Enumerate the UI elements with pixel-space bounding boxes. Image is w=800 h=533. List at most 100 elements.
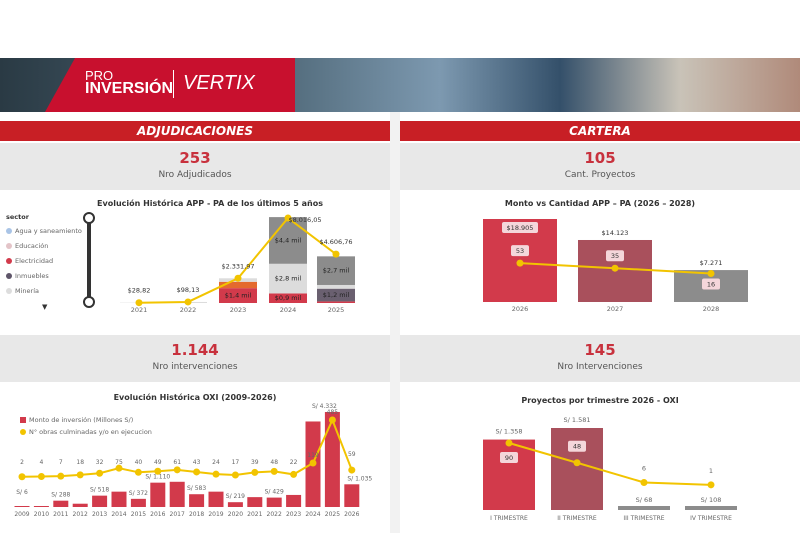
stacked-bar-segment (317, 288, 355, 302)
line-point (328, 416, 336, 424)
stacked-bar-segment (317, 284, 355, 289)
legend-line-icon (20, 429, 26, 435)
x-tick-label: 2025 (328, 306, 345, 314)
bar-label: S/ 1.581 (564, 416, 591, 424)
x-tick-label: 2016 (150, 511, 165, 518)
header-banner: PRO INVERSIÓN VERTIX (0, 58, 800, 112)
line-label: 39 (251, 459, 259, 466)
line-label: 2 (20, 459, 24, 466)
obras-line (21, 417, 353, 478)
line-point (134, 468, 142, 476)
label-bg (500, 452, 518, 463)
total-label: $8.016,05 (288, 216, 321, 224)
legend-label: Electricidad (15, 257, 54, 265)
sector-legend: sector Agua y saneamiento Educación Electr… (6, 213, 82, 311)
year-slider[interactable] (83, 212, 95, 308)
slider-handle-top[interactable] (83, 212, 95, 224)
chart-title: Proyectos por trimestre 2026 - OXI (521, 396, 679, 405)
legend-color-icon (6, 288, 12, 294)
bar (150, 482, 166, 507)
legend-label: Agua y saneamiento (15, 227, 82, 235)
scroll-down-icon[interactable]: ▼ (42, 303, 48, 311)
chart-title: Monto vs Cantidad APP – PA (2026 – 2028) (504, 199, 696, 208)
line-label: 75 (115, 459, 123, 466)
legend-item[interactable]: Inmuebles (6, 272, 82, 280)
label-bg (568, 440, 586, 452)
logo-text-top: PRO (85, 68, 114, 83)
x-tick-label: 2021 (247, 511, 262, 518)
label-bg (702, 278, 720, 290)
line-label: 16 (707, 281, 715, 289)
oxi-legend: Monto de inversión (Millones S/) N° obra… (20, 416, 152, 436)
segment-label: $2,8 mil (275, 275, 302, 283)
x-tick-label: 2023 (286, 511, 301, 518)
label-bg (502, 222, 538, 233)
kpi-label: Nro intervenciones (152, 362, 238, 372)
segment-label: $1,4 mil (225, 292, 252, 300)
line-point (251, 468, 259, 476)
kpi-value: 253 (179, 149, 211, 167)
bar (189, 494, 205, 507)
line-point (96, 469, 104, 477)
line-label: 119 (307, 452, 319, 459)
line-label: 90 (505, 454, 513, 462)
line-label: 22 (290, 459, 298, 466)
line-point (173, 466, 181, 474)
kpi-value: 1.144 (171, 341, 219, 359)
stacked-bar-segment (219, 281, 257, 289)
legend-bar-icon (20, 417, 26, 423)
line-point (332, 250, 340, 258)
line-label: 485 (327, 409, 339, 416)
chart-title: Evolución Histórica OXI (2009-2026) (113, 393, 277, 402)
bar (685, 506, 737, 510)
legend-item[interactable]: Electricidad (6, 257, 82, 265)
line-label: 49 (154, 459, 162, 466)
bar-label: S/ 4.332 (312, 403, 337, 410)
bar-label: $14.123 (602, 229, 629, 237)
stacked-bar-segment (269, 293, 307, 303)
line-point (193, 468, 201, 476)
line-point (231, 471, 239, 479)
legend-label: Inmuebles (15, 272, 49, 280)
line-point (707, 481, 715, 489)
kpi-label: Nro Adjudicados (158, 170, 232, 180)
line-point (348, 466, 356, 474)
legend-item[interactable]: Educación (6, 242, 82, 250)
line-label: 17 (232, 459, 240, 466)
line-label: 32 (96, 459, 104, 466)
x-tick-label: 2014 (111, 511, 126, 518)
bar (483, 439, 535, 510)
line-label: 59 (348, 451, 356, 458)
line-point (284, 214, 292, 222)
bar (14, 506, 30, 507)
section-header-adjudicaciones: ADJUDICACIONES (0, 121, 390, 141)
legend-item[interactable]: Minería (6, 287, 82, 295)
bar-label: S/ 429 (265, 489, 284, 496)
line-point (37, 473, 45, 481)
logo: PRO INVERSIÓN VERTIX (45, 58, 295, 112)
x-tick-label: I TRIMESTRE (490, 515, 528, 522)
bar (618, 506, 670, 510)
slider-handle-bottom[interactable] (83, 296, 95, 308)
kpi-label: Nro Intervenciones (557, 362, 643, 372)
segment-label: $2,7 mil (323, 267, 350, 275)
logo-product: VERTIX (183, 72, 255, 94)
x-tick-label: 2013 (92, 511, 107, 518)
segment-label: $4,4 mil (275, 236, 302, 244)
legend-label: Monto de inversión (Millones S/) (29, 416, 134, 424)
x-tick-label: III TRIMESTRE (623, 515, 664, 522)
line-label: 7 (59, 459, 63, 466)
line-label: 18 (76, 459, 84, 466)
bar-label: S/ 108 (701, 496, 722, 504)
section-header-cartera: CARTERA (400, 121, 800, 141)
legend-label: N° obras culminadas y/o en ejecucion (29, 428, 152, 436)
legend-item[interactable]: Agua y saneamiento (6, 227, 82, 235)
line-label: 1 (709, 467, 713, 475)
line-point (505, 439, 513, 447)
line-point (573, 459, 581, 467)
x-tick-label: 2027 (607, 305, 624, 313)
x-tick-label: 2009 (14, 511, 29, 518)
bar-label: S/ 372 (129, 490, 148, 497)
line-label: 48 (270, 459, 278, 466)
